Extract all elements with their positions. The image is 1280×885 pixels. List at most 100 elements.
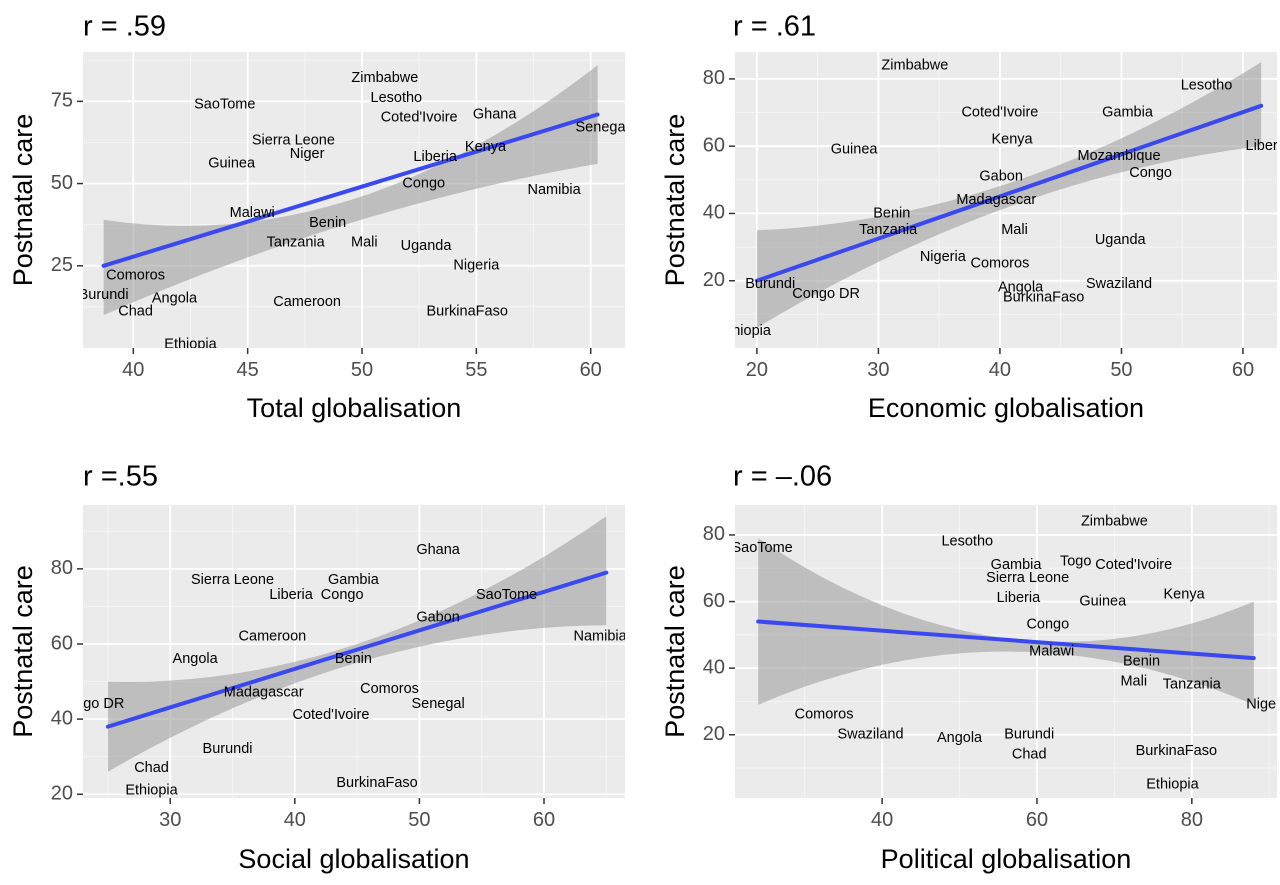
point-label: Angola	[173, 651, 219, 667]
y-tick-label: 40	[703, 202, 725, 224]
point-label: Congo DR	[57, 696, 125, 712]
point-label: Coted'Ivoire	[961, 104, 1038, 120]
point-label: Coted'Ivoire	[1095, 557, 1172, 573]
point-label: Burundi	[79, 287, 129, 303]
x-tick-label: 60	[1026, 809, 1048, 831]
point-label: Lesotho	[371, 90, 423, 106]
y-tick-label: 80	[703, 67, 725, 89]
point-label: Benin	[1123, 653, 1160, 669]
point-label: Ethiopia	[125, 782, 178, 798]
point-label: Niger	[290, 146, 325, 162]
point-label: BurkinaFaso	[1003, 289, 1084, 305]
x-axis-title: Total globalisation	[247, 393, 462, 423]
point-label: Mozambique	[1078, 148, 1161, 164]
x-tick-label: 40	[122, 359, 144, 381]
point-label: Madagascar	[956, 192, 1036, 208]
y-tick-label: 60	[703, 590, 725, 612]
regression-line	[101, 112, 600, 268]
point-label: Swaziland	[1086, 276, 1152, 292]
chart-title: r =.55	[83, 461, 158, 493]
x-axis-title: Political globalisation	[881, 844, 1132, 874]
point-label: Sierra Leone	[986, 570, 1069, 586]
point-label: Liberia	[269, 587, 313, 603]
x-axis-title: Social globalisation	[238, 844, 469, 874]
point-label: Kenya	[1164, 587, 1206, 603]
x-axis-title: Economic globalisation	[868, 393, 1144, 423]
point-label: Sierra Leone	[191, 572, 274, 588]
point-label: Angola	[998, 279, 1044, 295]
y-axis-title: Postnatal care	[660, 114, 690, 287]
point-label: Uganda	[401, 238, 453, 254]
y-tick-label: 60	[51, 632, 73, 654]
point-label: Kenya	[992, 131, 1034, 147]
point-label: Malawi	[1029, 643, 1074, 659]
point-label: Comoros	[795, 707, 854, 723]
point-label: Gabon	[416, 610, 460, 626]
point-label: Cameroon	[239, 628, 307, 644]
y-tick-label: 25	[51, 254, 73, 276]
point-label: Senegal	[576, 119, 629, 135]
x-tick-label: 50	[351, 359, 373, 381]
point-label: Kenya	[465, 139, 507, 155]
y-tick-label: 60	[703, 134, 725, 156]
point-label: Liberia	[1246, 138, 1280, 154]
point-label: Mali	[351, 235, 378, 251]
point-label: Namibia	[573, 628, 627, 644]
point-label: Mali	[1120, 673, 1147, 689]
point-label: Benin	[335, 651, 372, 667]
point-label: BurkinaFaso	[426, 304, 507, 320]
chart-panel-4: Zimbabwe Lesotho SaoTome Gambia Togo Coted'Iv…	[660, 461, 1277, 874]
point-label: Burundi	[1004, 727, 1054, 743]
point-label: Ethiopia	[1146, 777, 1199, 793]
point-label: Swaziland	[837, 727, 903, 743]
minor-grid	[83, 505, 625, 798]
x-tick-label: 50	[408, 809, 430, 831]
point-label: BurkinaFaso	[1136, 743, 1217, 759]
y-tick-label: 75	[51, 90, 73, 112]
point-labels: Zimbabwe Lesotho SaoTome Gambia Togo Coted'Iv…	[735, 513, 1277, 793]
point-label: Tanzania	[267, 235, 326, 251]
confidence-band	[107, 516, 607, 772]
chart-panel-2: Zimbabwe Lesotho Coted'Ivoire Gambia Kenya Gu…	[660, 11, 1280, 423]
point-label: Gabon	[979, 168, 1023, 184]
point-label: BurkinaFaso	[336, 775, 417, 791]
point-label: Zimbabwe	[1081, 513, 1148, 529]
point-label: Tanzania	[859, 222, 918, 238]
x-tick-label: 55	[465, 359, 487, 381]
point-label: Madagascar	[224, 685, 304, 701]
point-label: Ghana	[473, 106, 517, 122]
y-tick-label: 40	[703, 656, 725, 678]
chart-title: r = .61	[733, 11, 816, 43]
point-label: Zimbabwe	[881, 57, 948, 73]
point-label: Congo	[321, 587, 364, 603]
point-label: Liberia	[997, 590, 1041, 606]
y-tick-label: 80	[703, 523, 725, 545]
x-tick-label: 20	[746, 359, 768, 381]
point-label: Comoros	[360, 681, 419, 697]
point-label: Uganda	[1095, 232, 1147, 248]
point-label: Nigeria	[453, 258, 500, 274]
point-labels: Ghana Sierra Leone Gambia Liberia Congo SaoTo…	[57, 542, 627, 798]
point-label: Ghana	[416, 542, 460, 558]
y-tick-label: 20	[51, 783, 73, 805]
point-label: Congo	[1129, 165, 1172, 181]
point-label: Ethiopia	[164, 337, 217, 353]
chart-title: r = –.06	[733, 461, 832, 493]
x-tick-label: 60	[580, 359, 602, 381]
regression-line	[754, 103, 1264, 283]
y-tick-label: 50	[51, 172, 73, 194]
point-label: Congo DR	[792, 286, 860, 302]
point-label: SaoTome	[476, 587, 537, 603]
point-label: Angola	[937, 730, 983, 746]
chart-panel-1: Zimbabwe Lesotho SaoTome Coted'Ivoire Ghana S…	[8, 11, 629, 423]
point-label: Namibia	[528, 182, 582, 198]
regression-line	[756, 619, 1256, 661]
x-tick-label: 60	[533, 809, 555, 831]
point-label: Guinea	[1079, 593, 1127, 609]
y-tick-label: 20	[703, 269, 725, 291]
x-tick-label: 40	[989, 359, 1011, 381]
point-labels: Zimbabwe Lesotho Coted'Ivoire Gambia Kenya Gu…	[735, 57, 1280, 339]
x-tick-label: 80	[1181, 809, 1203, 831]
